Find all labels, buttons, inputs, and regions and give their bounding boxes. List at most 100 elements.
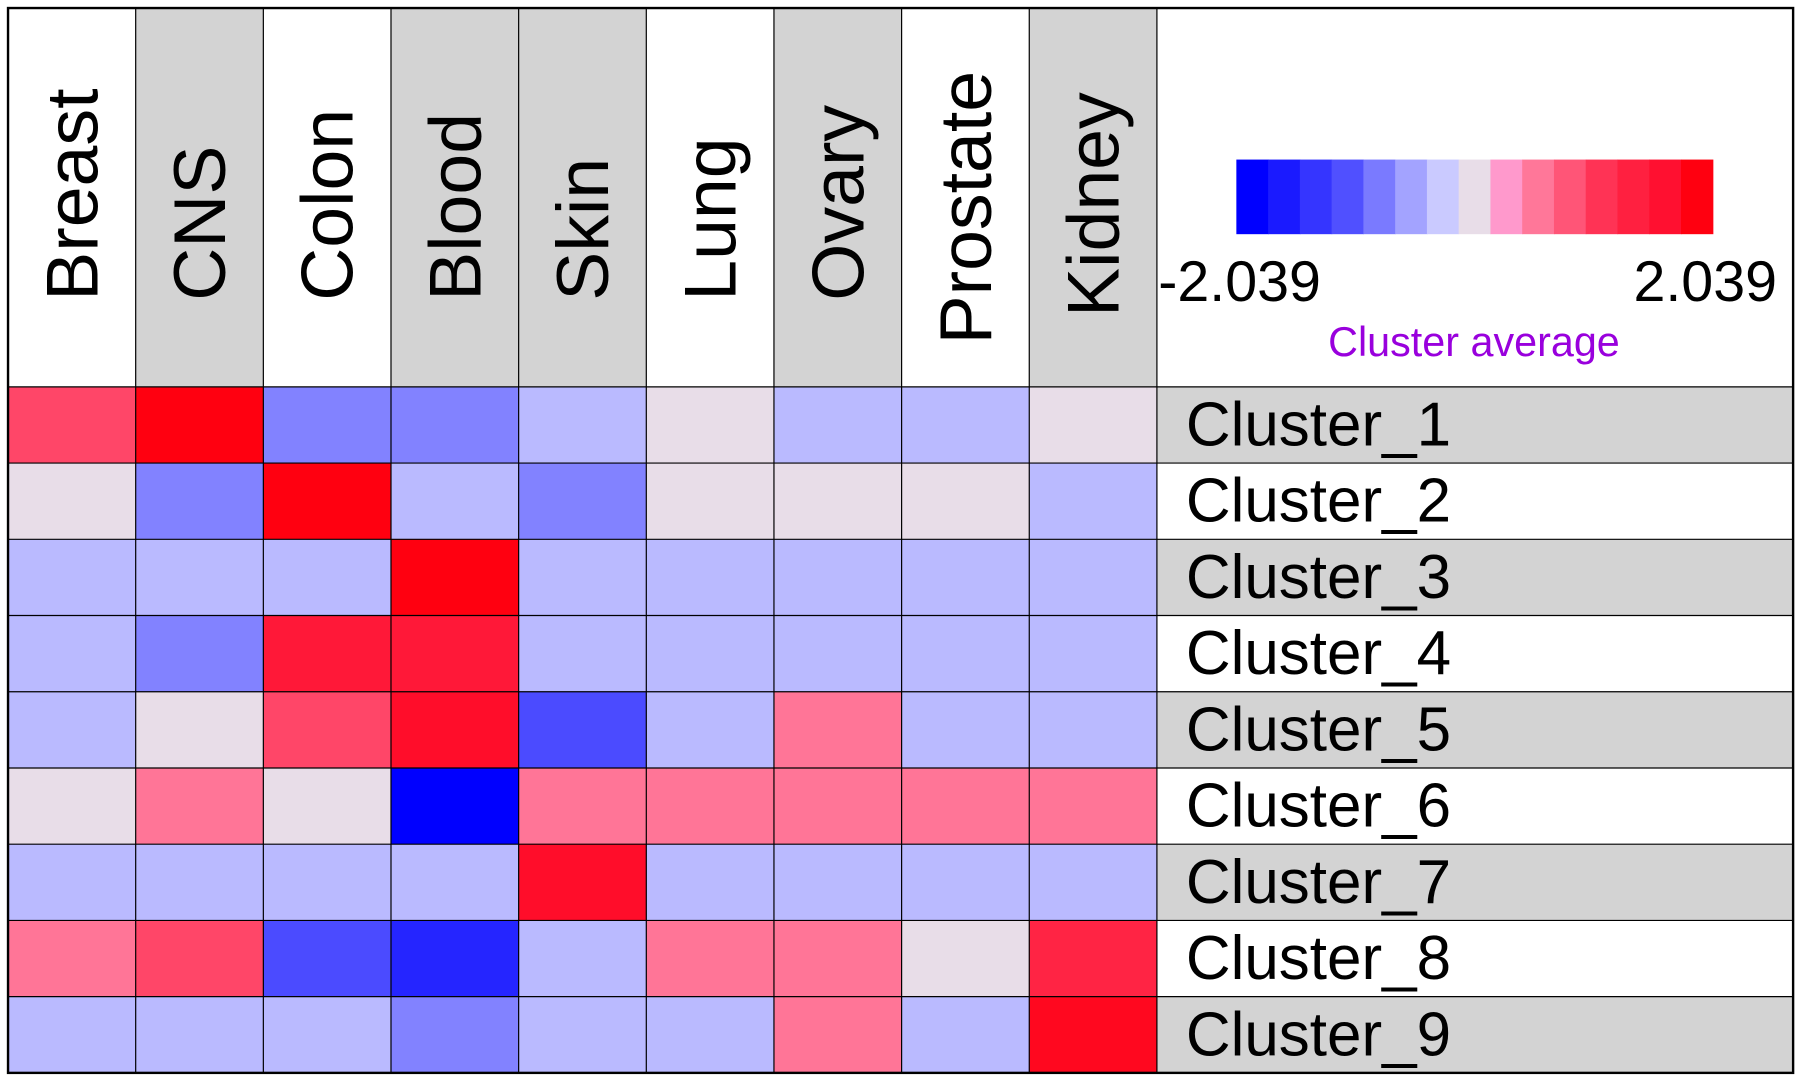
heatmap-cell (1029, 996, 1157, 1073)
heatmap-cell (773, 691, 902, 768)
row-label-bg-cluster-7 (1156, 844, 1794, 921)
column-header-bg-lung (646, 8, 774, 387)
column-label-breast: Breast (30, 88, 113, 300)
heatmap-cell (263, 386, 391, 464)
heatmap-cell (773, 996, 902, 1073)
heatmap-cell (901, 615, 1030, 692)
row-label-cluster-5: Cluster_5 (1186, 695, 1451, 764)
heatmap-cell (901, 539, 1030, 616)
heatmap-cell (1029, 386, 1157, 464)
heatmap-cell (8, 386, 136, 464)
heatmap-cell (390, 767, 519, 845)
color-scale-swatch (1553, 159, 1587, 235)
column-header-bg-breast (8, 8, 136, 387)
heatmap-cell (1029, 767, 1157, 845)
column-label-skin: Skin (541, 158, 624, 301)
heatmap-cell (518, 386, 647, 464)
column-header-bg-ovary (773, 8, 902, 387)
heatmap-cell (390, 463, 519, 540)
row-label-cluster-9: Cluster_9 (1186, 1000, 1451, 1069)
row-label-bg-cluster-4 (1156, 615, 1794, 692)
color-scale-swatch (1331, 159, 1364, 235)
heatmap-cell (518, 767, 647, 845)
heatmap-cell (263, 920, 391, 997)
heatmap-cell (263, 844, 391, 921)
column-header-bg-skin (518, 8, 647, 387)
row-label-bg-cluster-9 (1156, 996, 1794, 1073)
color-scale-swatch (1490, 159, 1523, 235)
outer-border (6, 6, 1795, 1075)
heatmap-cell (390, 844, 519, 921)
heatmap-cell (518, 844, 647, 921)
heatmap-cell (263, 615, 391, 692)
scale-title: Cluster average (1328, 319, 1620, 365)
heatmap-cell (518, 691, 647, 768)
heatmap-cell (646, 615, 774, 692)
column-label-lung: Lung (669, 137, 752, 300)
row-label-bg-cluster-1 (1156, 386, 1794, 464)
row-label-cluster-2: Cluster_2 (1186, 467, 1451, 536)
heatmap-cell (646, 996, 774, 1073)
row-label-bg-cluster-2 (1156, 463, 1794, 540)
heatmap-cell (646, 767, 774, 845)
color-scale-legend: -2.039 2.039 Cluster average (1158, 159, 1777, 365)
heatmap-cell (646, 920, 774, 997)
heatmap-cell (646, 844, 774, 921)
heatmap-cell (901, 691, 1030, 768)
heatmap-cell (1029, 463, 1157, 540)
heatmap-cell (518, 539, 647, 616)
heatmap-cell (1029, 539, 1157, 616)
column-label-blood: Blood (413, 113, 496, 301)
heatmap-cell (8, 539, 136, 616)
color-scale-swatch (1363, 159, 1396, 235)
row-label-cluster-3: Cluster_3 (1186, 543, 1451, 612)
heatmap-cell (901, 386, 1030, 464)
color-scale-swatch (1236, 159, 1269, 235)
heatmap-cell (263, 539, 391, 616)
heatmap-cell (390, 996, 519, 1073)
color-scale-swatch (1395, 159, 1428, 235)
heatmap-cell (135, 920, 264, 997)
color-scale-swatch (1680, 159, 1714, 235)
column-label-colon: Colon (286, 109, 369, 301)
column-label-ovary: Ovary (796, 105, 879, 301)
column-header-bg-cns (135, 8, 264, 387)
heatmap-cell (773, 539, 902, 616)
column-header-bg-colon (263, 8, 391, 387)
heatmap-cell (518, 920, 647, 997)
heatmap-cell (773, 920, 902, 997)
heatmap-cell (773, 615, 902, 692)
column-header-bg-kidney (1029, 8, 1157, 387)
heatmap-cell (135, 767, 264, 845)
color-scale-swatch (1299, 159, 1333, 235)
heatmap-cell (901, 767, 1030, 845)
heatmap-cell (135, 615, 264, 692)
heatmap-cell (263, 996, 391, 1073)
heatmap-cell (901, 996, 1030, 1073)
column-label-cns: CNS (158, 146, 241, 301)
heatmap-cell (901, 920, 1030, 997)
row-label-cluster-4: Cluster_4 (1186, 619, 1451, 688)
heatmap-cell (263, 463, 391, 540)
heatmap-cell (390, 615, 519, 692)
color-scale-swatch (1585, 159, 1619, 235)
heatmap-cell (1029, 615, 1157, 692)
heatmap-cell (8, 691, 136, 768)
color-scale-swatch (1649, 159, 1682, 235)
heatmap-cell (263, 691, 391, 768)
heatmap-cell (8, 767, 136, 845)
heatmap-cell (518, 996, 647, 1073)
scale-min-label: -2.039 (1158, 250, 1321, 314)
row-label-bg-cluster-5 (1156, 691, 1794, 768)
heatmap-cell (518, 463, 647, 540)
color-scale-swatch (1426, 159, 1460, 235)
column-label-prostate: Prostate (924, 71, 1007, 345)
heatmap-cell (390, 539, 519, 616)
row-label-cluster-8: Cluster_8 (1186, 924, 1451, 993)
heatmap-cell (8, 615, 136, 692)
column-label-kidney: Kidney (1052, 92, 1135, 317)
heatmap-cell (773, 844, 902, 921)
heatmap-cell (263, 767, 391, 845)
